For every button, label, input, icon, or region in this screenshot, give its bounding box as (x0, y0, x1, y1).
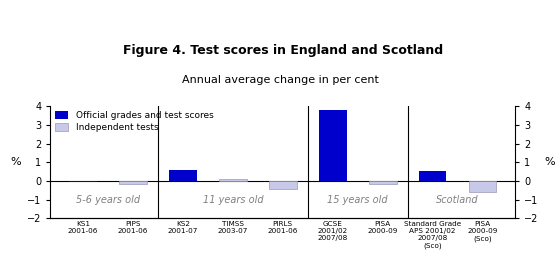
Text: 5-6 years old: 5-6 years old (76, 195, 140, 204)
Text: 11 years old: 11 years old (203, 195, 263, 204)
Bar (119, 181, 147, 184)
Bar (69, 181, 97, 182)
Bar (419, 171, 446, 181)
Bar (469, 181, 497, 192)
Text: 15 years old: 15 years old (328, 195, 388, 204)
Bar (269, 181, 297, 188)
Bar (369, 181, 396, 184)
Bar (319, 110, 347, 181)
Title: Figure 4. Test scores in England and Scotland: Figure 4. Test scores in England and Sco… (123, 44, 443, 57)
Legend: Official grades and test scores, Independent tests: Official grades and test scores, Indepen… (55, 111, 213, 132)
Text: Scotland: Scotland (436, 195, 479, 204)
Text: Annual average change in per cent: Annual average change in per cent (181, 75, 379, 85)
Bar (219, 179, 246, 181)
Y-axis label: %: % (544, 157, 555, 167)
Y-axis label: %: % (11, 157, 21, 167)
Bar (169, 170, 197, 181)
